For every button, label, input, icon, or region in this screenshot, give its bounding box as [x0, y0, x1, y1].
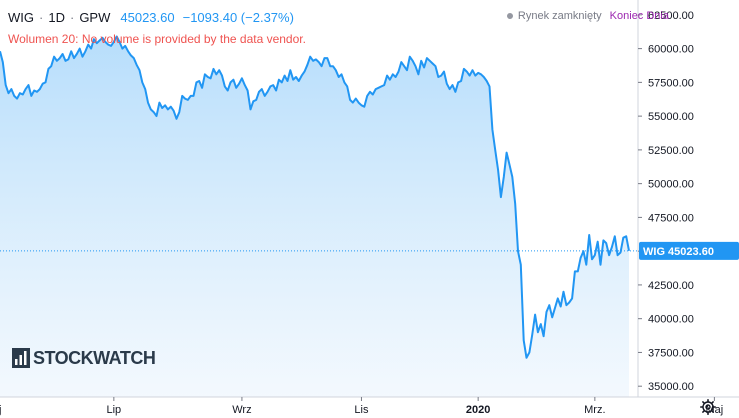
stockwatch-logo: STOCKWATCH	[12, 347, 156, 368]
market-status: Rynek zamknięty Koniec Dnia	[506, 10, 669, 22]
y-tick-label: 47500.00	[648, 212, 694, 224]
y-tick-label: 52500.00	[648, 145, 694, 157]
y-tick-label: 37500.00	[648, 347, 694, 359]
y-tick-label: 55000.00	[648, 111, 694, 123]
y-tick-label: 42500.00	[648, 280, 694, 292]
data-mode-text[interactable]: Koniec Dnia	[609, 10, 669, 22]
series-area-fill	[0, 36, 629, 397]
y-tick-label: 57500.00	[648, 77, 694, 89]
y-tick-label: 62500.00	[648, 10, 694, 22]
y-tick-label: 50000.00	[648, 179, 694, 191]
gear-icon[interactable]	[700, 399, 716, 415]
market-status-dot-icon	[506, 13, 513, 19]
last-price-label: WIG 45023.60	[639, 241, 739, 260]
x-tick-label: Lip	[107, 404, 122, 416]
legend-separator-dot: ·	[69, 9, 75, 25]
legend-last-value: 45023.60	[120, 9, 175, 25]
y-tick-label: 60000.00	[648, 44, 694, 56]
x-tick-label: aj	[0, 404, 1, 416]
y-tick-label: 35000.00	[648, 381, 694, 393]
time-axis[interactable]: ajLipWrzLis2020Mrz.Maj	[0, 397, 723, 416]
legend-symbol[interactable]: WIG	[8, 9, 34, 25]
x-tick-label: Lis	[354, 404, 369, 416]
y-tick-label: 40000.00	[648, 314, 694, 326]
stockwatch-bars-icon	[12, 348, 30, 368]
volume-indicator-note: Wolumen 20: No volume is provided by the…	[8, 32, 306, 46]
legend-change: −1093.40 (−2.37%)	[182, 9, 294, 25]
x-tick-label: 2020	[466, 404, 490, 416]
last-price-label-text: WIG 45023.60	[643, 246, 714, 258]
legend-separator-dot: ·	[39, 9, 44, 25]
chart-legend: WIG · 1D · GPW 45023.60 −1093.40 (−2.37%…	[8, 8, 294, 26]
legend-exchange: GPW	[79, 9, 111, 25]
legend-interval[interactable]: 1D	[48, 9, 65, 25]
x-tick-label: Mrz.	[584, 404, 605, 416]
price-axis[interactable]: 35000.0037500.0040000.0042500.0045000.00…	[638, 10, 694, 393]
market-status-text: Rynek zamknięty	[517, 10, 602, 22]
series-line	[0, 35, 630, 359]
x-tick-label: Wrz	[232, 404, 251, 416]
logo-text: STOCKWATCH	[33, 347, 156, 368]
